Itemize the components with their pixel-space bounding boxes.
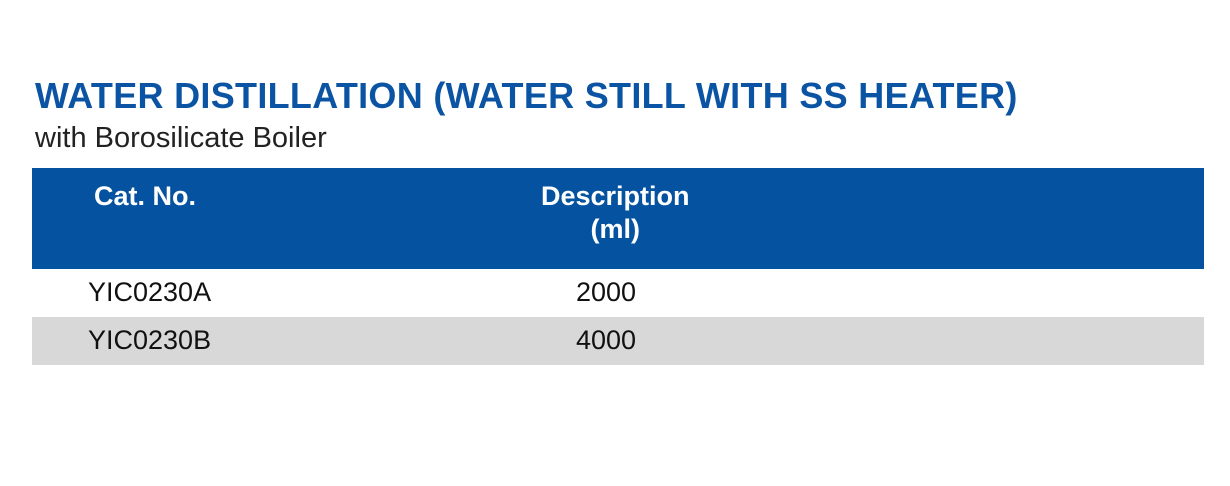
column-header-description-line1: Description	[541, 181, 690, 211]
table-header: Cat. No. Description (ml)	[32, 168, 1204, 269]
product-table: Cat. No. Description (ml) YIC0230A 2000 …	[32, 168, 1204, 365]
column-header-cat-no: Cat. No.	[94, 181, 197, 211]
page-title: WATER DISTILLATION (WATER STILL WITH SS …	[35, 75, 1018, 116]
cell-description: 4000	[576, 325, 637, 355]
table-row: YIC0230B 4000	[32, 317, 1204, 365]
cell-cat-no: YIC0230B	[88, 325, 212, 355]
table-row: YIC0230A 2000	[32, 269, 1204, 317]
column-header-description: Description (ml)	[541, 180, 690, 246]
column-header-description-line2: (ml)	[590, 214, 641, 244]
page-subtitle: with Borosilicate Boiler	[35, 122, 327, 154]
cell-description: 2000	[576, 277, 637, 307]
cell-cat-no: YIC0230A	[88, 277, 212, 307]
